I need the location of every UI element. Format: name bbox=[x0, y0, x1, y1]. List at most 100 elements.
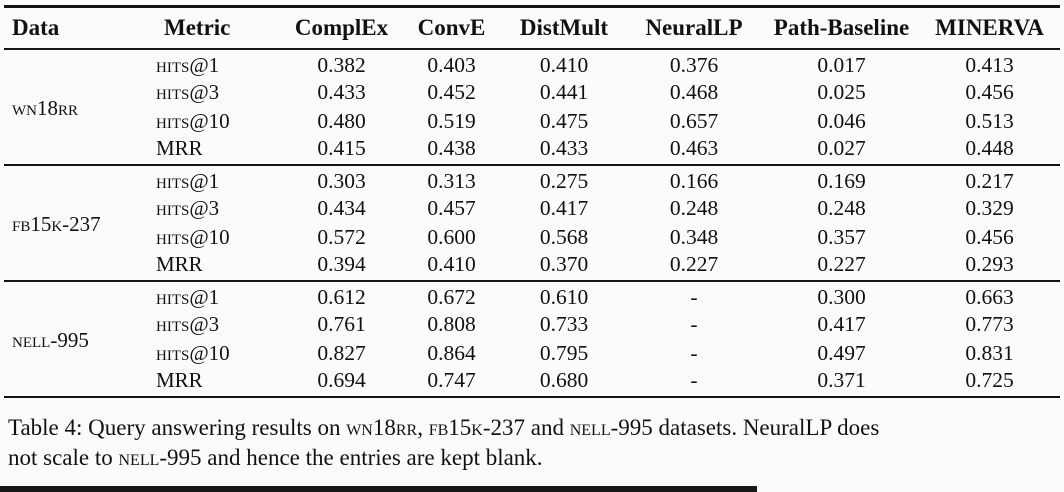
metric-label: hits@3 bbox=[156, 311, 220, 336]
metric-value: - bbox=[690, 340, 698, 365]
metric-value: 0.600 bbox=[427, 224, 476, 249]
metric-value: 0.519 bbox=[427, 108, 476, 133]
metric-value: 0.663 bbox=[965, 284, 1014, 309]
metric-value: 0.457 bbox=[427, 195, 476, 220]
metric-value: 0.452 bbox=[427, 79, 476, 104]
metric-label: hits@3 bbox=[156, 79, 220, 104]
metric-value: 0.027 bbox=[817, 135, 866, 160]
metric-value: - bbox=[690, 284, 698, 309]
metric-label: hits@3 bbox=[156, 195, 220, 220]
metric-value: 0.761 bbox=[317, 311, 366, 336]
column-header-path-baseline: Path-Baseline bbox=[764, 6, 919, 50]
metric-value: 0.227 bbox=[669, 251, 719, 276]
table-row: hits@10 0.480 0.519 0.475 0.657 0.046 0.513 bbox=[4, 107, 1060, 136]
metric-value: 0.747 bbox=[427, 367, 476, 392]
metric-value: 0.513 bbox=[965, 108, 1014, 133]
column-header-neurallp: NeuralLP bbox=[624, 6, 764, 50]
metric-value: 0.403 bbox=[427, 52, 476, 77]
metric-label: MRR bbox=[156, 367, 203, 392]
metric-value: 0.394 bbox=[317, 251, 366, 276]
metric-value: 0.434 bbox=[317, 195, 366, 220]
metric-label: hits@1 bbox=[156, 168, 220, 193]
metric-value: 0.497 bbox=[817, 340, 866, 365]
metric-value: 0.025 bbox=[817, 79, 866, 104]
table-row: hits@3 0.434 0.457 0.417 0.248 0.248 0.329 bbox=[4, 194, 1060, 223]
dataset-group: wn18rr hits@1 0.382 0.403 0.410 0.376 0.017 0.4… bbox=[4, 49, 1060, 165]
metric-value: 0.313 bbox=[427, 168, 476, 193]
metric-value: 0.017 bbox=[817, 52, 866, 77]
metric-value: 0.572 bbox=[317, 224, 366, 249]
dataset-label: wn18rr bbox=[12, 95, 78, 120]
metric-value: 0.463 bbox=[669, 135, 719, 160]
metric-value: 0.410 bbox=[539, 52, 589, 77]
metric-value: 0.831 bbox=[965, 340, 1014, 365]
metric-value: 0.672 bbox=[427, 284, 476, 309]
metric-value: 0.227 bbox=[817, 251, 866, 276]
metric-value: 0.433 bbox=[539, 135, 589, 160]
metric-value: 0.370 bbox=[539, 251, 589, 276]
metric-value: 0.046 bbox=[817, 108, 866, 133]
dataset-group: fb15k-237 hits@1 0.303 0.313 0.275 0.166 0.169… bbox=[4, 164, 1060, 281]
metric-value: 0.415 bbox=[317, 135, 366, 160]
caption-line: Table 4: Query answering results on wn18… bbox=[8, 414, 880, 440]
metric-value: 0.864 bbox=[427, 340, 476, 365]
metric-label: MRR bbox=[156, 135, 203, 160]
metric-value: 0.371 bbox=[817, 367, 866, 392]
column-header-complex: ComplEx bbox=[284, 6, 399, 50]
metric-value: 0.827 bbox=[317, 340, 366, 365]
metric-value: 0.303 bbox=[317, 168, 366, 193]
metric-label: hits@1 bbox=[156, 284, 220, 309]
table-row: hits@10 0.827 0.864 0.795 - 0.497 0.831 bbox=[4, 339, 1060, 368]
table-header-row: Data Metric ComplEx ConvE DistMult Neura… bbox=[4, 6, 1060, 50]
metric-value: 0.456 bbox=[965, 79, 1014, 104]
column-header-data: Data bbox=[4, 6, 156, 50]
column-header-distmult: DistMult bbox=[504, 6, 624, 50]
metric-value: 0.275 bbox=[539, 168, 589, 193]
table-row: nell-995 hits@1 0.612 0.672 0.610 - 0.300 0.663 bbox=[4, 281, 1060, 352]
caption-line: not scale to nell-995 and hence the entr… bbox=[8, 444, 543, 470]
column-header-metric: Metric bbox=[156, 6, 284, 50]
metric-value: 0.438 bbox=[427, 135, 476, 160]
metric-value: - bbox=[690, 311, 698, 336]
metric-value: 0.468 bbox=[669, 79, 719, 104]
metric-value: 0.376 bbox=[669, 52, 719, 77]
dataset-label: fb15k-237 bbox=[12, 211, 101, 236]
metric-label: hits@10 bbox=[156, 108, 230, 133]
metric-label: MRR bbox=[156, 251, 203, 276]
metric-value: - bbox=[690, 367, 698, 392]
metric-value: 0.382 bbox=[317, 52, 366, 77]
table-row: fb15k-237 hits@1 0.303 0.313 0.275 0.166 0.169… bbox=[4, 165, 1060, 236]
metric-value: 0.480 bbox=[317, 108, 366, 133]
table-row: MRR 0.694 0.747 0.680 - 0.371 0.725 bbox=[4, 368, 1060, 397]
metric-value: 0.568 bbox=[539, 224, 589, 249]
metric-value: 0.657 bbox=[669, 108, 719, 133]
metric-value: 0.456 bbox=[965, 224, 1014, 249]
table-caption: Table 4: Query answering results on wn18… bbox=[8, 413, 1056, 473]
table-row: hits@10 0.572 0.600 0.568 0.348 0.357 0.456 bbox=[4, 223, 1060, 252]
table-row: hits@3 0.433 0.452 0.441 0.468 0.025 0.456 bbox=[4, 78, 1060, 107]
table-row: hits@3 0.761 0.808 0.733 - 0.417 0.773 bbox=[4, 310, 1060, 339]
metric-label: hits@1 bbox=[156, 52, 220, 77]
metric-value: 0.417 bbox=[539, 195, 589, 220]
metric-value: 0.217 bbox=[965, 168, 1014, 193]
metric-value: 0.733 bbox=[539, 311, 589, 336]
metric-value: 0.773 bbox=[965, 311, 1014, 336]
metric-value: 0.795 bbox=[539, 340, 589, 365]
metric-value: 0.248 bbox=[817, 195, 866, 220]
dataset-group: nell-995 hits@1 0.612 0.672 0.610 - 0.300 0.663… bbox=[4, 280, 1060, 397]
metric-value: 0.612 bbox=[317, 284, 366, 309]
metric-value: 0.725 bbox=[965, 367, 1014, 392]
metric-value: 0.329 bbox=[965, 195, 1014, 220]
metric-label: hits@10 bbox=[156, 224, 230, 249]
table-row: MRR 0.394 0.410 0.370 0.227 0.227 0.293 bbox=[4, 252, 1060, 281]
metric-value: 0.248 bbox=[669, 195, 719, 220]
dataset-label: nell-995 bbox=[12, 327, 89, 352]
metric-value: 0.680 bbox=[539, 367, 589, 392]
metric-value: 0.357 bbox=[817, 224, 866, 249]
metric-value: 0.475 bbox=[539, 108, 589, 133]
metric-value: 0.300 bbox=[817, 284, 866, 309]
results-table: Data Metric ComplEx ConvE DistMult Neura… bbox=[4, 5, 1060, 398]
column-header-minerva: MINERVA bbox=[919, 6, 1060, 50]
metric-value: 0.441 bbox=[539, 79, 589, 104]
